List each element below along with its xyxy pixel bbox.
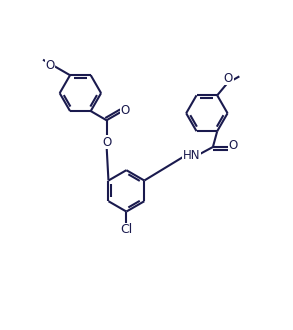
Text: HN: HN — [183, 149, 200, 162]
Text: O: O — [45, 59, 54, 72]
Text: O: O — [229, 139, 238, 152]
Text: O: O — [224, 72, 233, 84]
Text: Cl: Cl — [120, 223, 132, 236]
Text: O: O — [102, 136, 111, 149]
Text: O: O — [121, 104, 130, 117]
